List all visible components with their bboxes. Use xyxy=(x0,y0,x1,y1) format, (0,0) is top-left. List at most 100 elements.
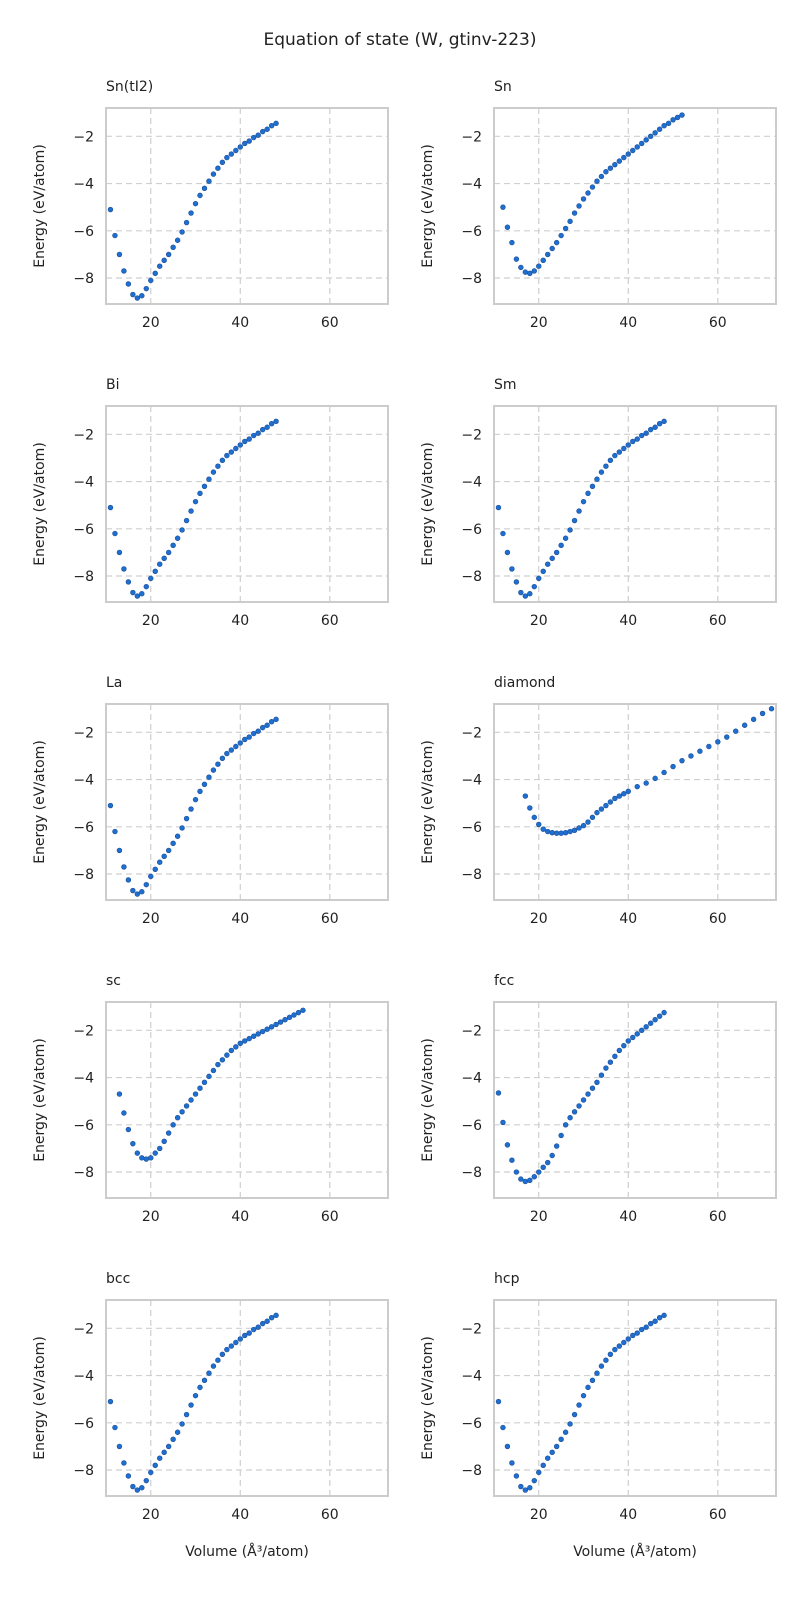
data-point xyxy=(161,1449,167,1456)
data-point xyxy=(643,780,649,786)
y-tick-label: −2 xyxy=(73,427,94,443)
data-point xyxy=(634,783,640,790)
data-point xyxy=(116,549,123,556)
x-tick-label: 60 xyxy=(709,1507,727,1523)
data-point xyxy=(165,251,172,258)
y-tick-label: −2 xyxy=(73,1321,94,1337)
data-point xyxy=(500,1424,506,1431)
axes-frame xyxy=(105,1001,389,1199)
x-tick-label: 40 xyxy=(231,911,249,927)
data-point xyxy=(562,535,569,541)
subplot-bcc: bcc 20 40 60 −8 −6 −4 −2 Energy (eV/atom) Volume … xyxy=(32,1271,389,1560)
data-point xyxy=(616,1343,623,1349)
data-point xyxy=(251,1326,257,1333)
axes-frame xyxy=(493,405,777,603)
data-point xyxy=(580,498,587,505)
data-point xyxy=(585,1384,591,1391)
subplot-title: Sm xyxy=(494,377,517,393)
data-point xyxy=(562,829,569,836)
data-point xyxy=(652,775,658,782)
data-point xyxy=(174,1115,181,1121)
data-point xyxy=(540,257,546,264)
axes-frame xyxy=(105,405,389,603)
data-point xyxy=(273,418,279,425)
data-point xyxy=(255,430,261,436)
data-point xyxy=(183,1411,190,1418)
data-point xyxy=(509,566,515,572)
data-point xyxy=(242,1332,248,1339)
data-point xyxy=(585,490,591,497)
data-point xyxy=(286,1014,293,1021)
x-axis-label: Volume (Å³/atom) xyxy=(573,1543,697,1560)
subplot-sn-ti2-: Sn(tI2) 20 40 60 −8 −6 −4 −2 Energy (eV/atom) xyxy=(32,79,389,331)
y-tick-label: −4 xyxy=(461,475,482,491)
data-point xyxy=(130,887,136,894)
x-tick-label: 20 xyxy=(530,613,548,629)
data-point xyxy=(612,795,618,802)
data-point xyxy=(656,126,663,132)
data-point xyxy=(161,555,167,562)
data-point xyxy=(161,257,167,264)
data-point xyxy=(237,442,243,448)
data-point xyxy=(553,1143,560,1149)
y-tick-label: −8 xyxy=(73,1165,94,1181)
data-point xyxy=(148,277,154,284)
data-point xyxy=(206,476,212,482)
data-point xyxy=(509,1460,515,1466)
data-point xyxy=(589,1377,596,1383)
data-point xyxy=(670,117,676,123)
x-tick-label: 60 xyxy=(321,613,339,629)
axes-frame xyxy=(105,107,389,305)
y-tick-label: −4 xyxy=(73,1071,94,1087)
data-point xyxy=(513,256,520,262)
y-tick-label: −8 xyxy=(461,1463,482,1479)
data-point xyxy=(603,1065,609,1071)
data-point xyxy=(264,126,270,132)
data-point xyxy=(630,147,636,154)
data-point xyxy=(562,225,569,232)
y-tick-label: −2 xyxy=(461,129,482,145)
data-point xyxy=(125,1126,132,1133)
data-point xyxy=(495,1090,502,1096)
data-point xyxy=(174,535,181,541)
axes-frame xyxy=(493,703,777,901)
data-point xyxy=(130,589,136,596)
axes-frame xyxy=(493,1299,777,1497)
data-point xyxy=(616,793,623,799)
y-tick-label: −8 xyxy=(461,569,482,585)
subplot-title: hcp xyxy=(494,1271,520,1287)
data-point xyxy=(768,706,775,712)
data-point xyxy=(233,1044,239,1050)
data-point xyxy=(201,483,208,489)
y-tick-label: −2 xyxy=(73,129,94,145)
data-point xyxy=(192,1091,199,1097)
subplot-sm: Sm 20 40 60 −8 −6 −4 −2 Energy (eV/atom) xyxy=(420,377,777,629)
data-point xyxy=(251,134,257,141)
data-point xyxy=(643,1324,649,1330)
data-point xyxy=(580,822,587,829)
data-point xyxy=(282,1017,288,1023)
x-tick-label: 40 xyxy=(231,613,249,629)
data-point xyxy=(165,847,172,854)
data-point xyxy=(233,1339,239,1346)
data-point xyxy=(625,151,631,157)
data-point xyxy=(558,1132,564,1139)
y-tick-label: −2 xyxy=(73,1023,94,1039)
data-point xyxy=(273,120,279,127)
data-point xyxy=(121,268,127,274)
data-point xyxy=(571,827,578,834)
subplot-sc: sc 20 40 60 −8 −6 −4 −2 Energy (eV/atom) xyxy=(32,973,389,1225)
y-axis-label: Energy (eV/atom) xyxy=(420,144,436,268)
data-point xyxy=(152,270,158,277)
data-point xyxy=(246,1330,252,1336)
axes-frame xyxy=(105,1299,389,1497)
data-point xyxy=(576,825,582,831)
data-point xyxy=(148,1155,154,1161)
data-point xyxy=(259,1320,266,1327)
data-point xyxy=(661,123,667,129)
data-point xyxy=(518,1483,524,1490)
data-point xyxy=(224,452,230,459)
data-point xyxy=(107,504,114,511)
data-point xyxy=(224,1052,230,1058)
y-axis-label: Energy (eV/atom) xyxy=(32,1038,48,1162)
